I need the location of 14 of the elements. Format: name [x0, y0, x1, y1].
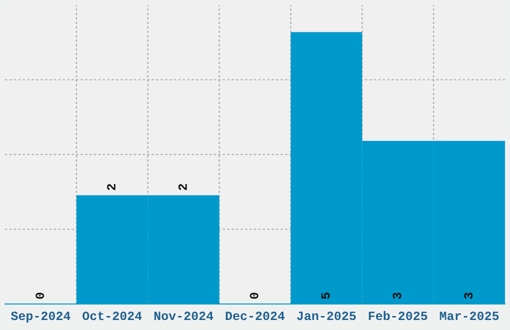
- x-tick-label: Nov-2024: [154, 312, 214, 320]
- x-tick-label: Sep-2024: [10, 312, 70, 323]
- data-label: 5: [321, 292, 330, 299]
- x-tick-label: Feb-2025: [368, 310, 428, 320]
- data-label: 2: [178, 184, 187, 190]
- x-tick-label: Mar-2025: [440, 312, 499, 320]
- data-label: 3: [464, 292, 473, 299]
- x-tick-label: Oct-2024: [82, 312, 142, 320]
- x-tick-label: Jan-2025: [297, 312, 356, 320]
- data-label: 0: [250, 292, 258, 299]
- x-tick-label: Dec-2024: [226, 312, 285, 320]
- data-label: 3: [392, 292, 402, 299]
- data-label: 2: [107, 184, 116, 190]
- data-label: 0: [36, 292, 44, 299]
